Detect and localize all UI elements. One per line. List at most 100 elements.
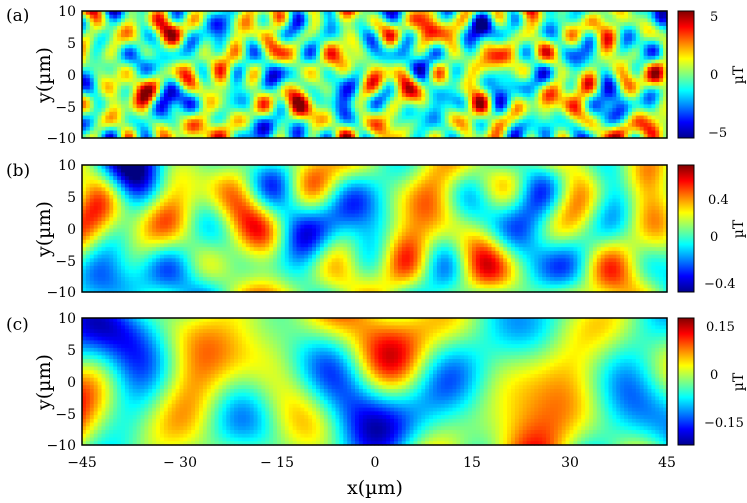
heatmap-cell bbox=[238, 40, 243, 46]
heatmap-cell bbox=[600, 67, 606, 72]
heatmap-cell bbox=[592, 40, 598, 46]
heatmap-cell bbox=[366, 70, 372, 76]
heatmap-cell bbox=[105, 11, 110, 16]
heatmap-cell bbox=[413, 130, 418, 135]
heatmap-cell bbox=[659, 11, 664, 16]
heatmap-cell bbox=[300, 40, 305, 46]
heatmap-cell bbox=[366, 115, 372, 120]
heatmap-cell bbox=[187, 70, 192, 76]
heatmap-cell bbox=[160, 74, 165, 79]
heatmap-cell bbox=[639, 63, 645, 68]
heatmap-cell bbox=[136, 55, 142, 61]
heatmap-cell bbox=[101, 96, 106, 102]
heatmap-cell bbox=[631, 40, 637, 46]
heatmap-cell bbox=[327, 48, 333, 53]
heatmap-cell bbox=[316, 48, 321, 53]
heatmap-cell bbox=[296, 85, 301, 91]
heatmap-cell bbox=[304, 115, 309, 120]
heatmap-cell bbox=[230, 11, 235, 16]
heatmap-cell bbox=[487, 22, 493, 27]
heatmap-cell bbox=[230, 40, 235, 46]
heatmap-cell bbox=[265, 78, 270, 83]
heatmap-cell bbox=[468, 67, 473, 72]
heatmap-cell bbox=[374, 104, 379, 109]
heatmap-cell bbox=[292, 22, 298, 27]
heatmap-cell bbox=[472, 55, 477, 61]
heatmap-cell bbox=[339, 48, 344, 53]
heatmap-cell bbox=[222, 74, 227, 79]
heatmap-cell bbox=[179, 115, 184, 120]
heatmap-cell bbox=[265, 85, 270, 91]
heatmap-cell bbox=[479, 52, 485, 57]
heatmap-cell bbox=[132, 134, 138, 139]
heatmap-cell bbox=[511, 18, 516, 23]
heatmap-cell bbox=[191, 18, 196, 23]
heatmap-cell bbox=[89, 63, 95, 68]
heatmap-cell bbox=[304, 81, 309, 87]
heatmap-cell bbox=[468, 18, 473, 23]
heatmap-cell bbox=[280, 108, 286, 113]
heatmap-cell bbox=[273, 108, 278, 113]
heatmap-cell bbox=[589, 123, 594, 128]
heatmap-cell bbox=[612, 25, 617, 31]
heatmap-cell bbox=[655, 25, 660, 31]
heatmap-cell bbox=[202, 126, 208, 132]
heatmap-cell bbox=[405, 111, 411, 117]
heatmap-cell bbox=[655, 93, 660, 98]
heatmap-cell bbox=[222, 96, 227, 102]
heatmap-cell bbox=[612, 74, 617, 79]
heatmap-cell bbox=[620, 22, 625, 27]
heatmap-cell bbox=[448, 11, 454, 16]
heatmap-cell bbox=[156, 37, 161, 42]
heatmap-cell bbox=[401, 96, 407, 102]
heatmap-cell bbox=[475, 93, 481, 98]
heatmap-cell bbox=[93, 85, 99, 91]
heatmap-cell bbox=[148, 96, 153, 102]
heatmap-cell bbox=[113, 25, 118, 31]
heatmap-cell bbox=[269, 96, 274, 102]
heatmap-cell bbox=[97, 78, 103, 83]
heatmap-cell bbox=[199, 111, 204, 117]
heatmap-cell bbox=[292, 78, 298, 83]
heatmap-cell bbox=[530, 104, 535, 109]
heatmap-cell bbox=[117, 81, 122, 87]
heatmap-cell bbox=[542, 55, 547, 61]
heatmap-cell bbox=[265, 70, 270, 76]
heatmap-cell bbox=[507, 100, 512, 105]
heatmap-cell bbox=[230, 14, 235, 20]
heatmap-cell bbox=[179, 85, 184, 91]
heatmap-cell bbox=[284, 37, 290, 42]
heatmap-cell bbox=[163, 115, 169, 120]
heatmap-cell bbox=[89, 48, 95, 53]
heatmap-cell bbox=[304, 18, 309, 23]
heatmap-cell bbox=[148, 74, 153, 79]
heatmap-cell bbox=[612, 33, 617, 38]
heatmap-cell bbox=[249, 130, 255, 135]
heatmap-cell bbox=[448, 111, 454, 117]
heatmap-cell bbox=[144, 44, 149, 49]
heatmap-cell bbox=[635, 70, 641, 76]
heatmap-cell bbox=[128, 85, 134, 91]
heatmap-cell bbox=[183, 11, 188, 16]
heatmap-cell bbox=[421, 119, 426, 124]
heatmap-cell bbox=[362, 55, 368, 61]
heatmap-cell bbox=[136, 37, 142, 42]
heatmap-cell bbox=[382, 81, 387, 87]
heatmap-cell bbox=[124, 130, 130, 135]
heatmap-cell bbox=[522, 100, 528, 105]
heatmap-cell bbox=[390, 119, 395, 124]
heatmap-cell bbox=[546, 55, 551, 61]
heatmap-cell bbox=[257, 11, 262, 16]
heatmap-cell bbox=[448, 78, 454, 83]
heatmap-cell bbox=[210, 134, 216, 139]
heatmap-cell bbox=[386, 115, 391, 120]
heatmap-cell bbox=[635, 55, 641, 61]
heatmap-cell bbox=[304, 22, 309, 27]
heatmap-cell bbox=[655, 29, 660, 35]
heatmap-cell bbox=[565, 29, 571, 35]
heatmap-cell bbox=[202, 40, 208, 46]
heatmap-cell bbox=[128, 81, 134, 87]
heatmap-cell bbox=[355, 74, 360, 79]
heatmap-cell bbox=[530, 55, 535, 61]
heatmap-cell bbox=[163, 40, 169, 46]
